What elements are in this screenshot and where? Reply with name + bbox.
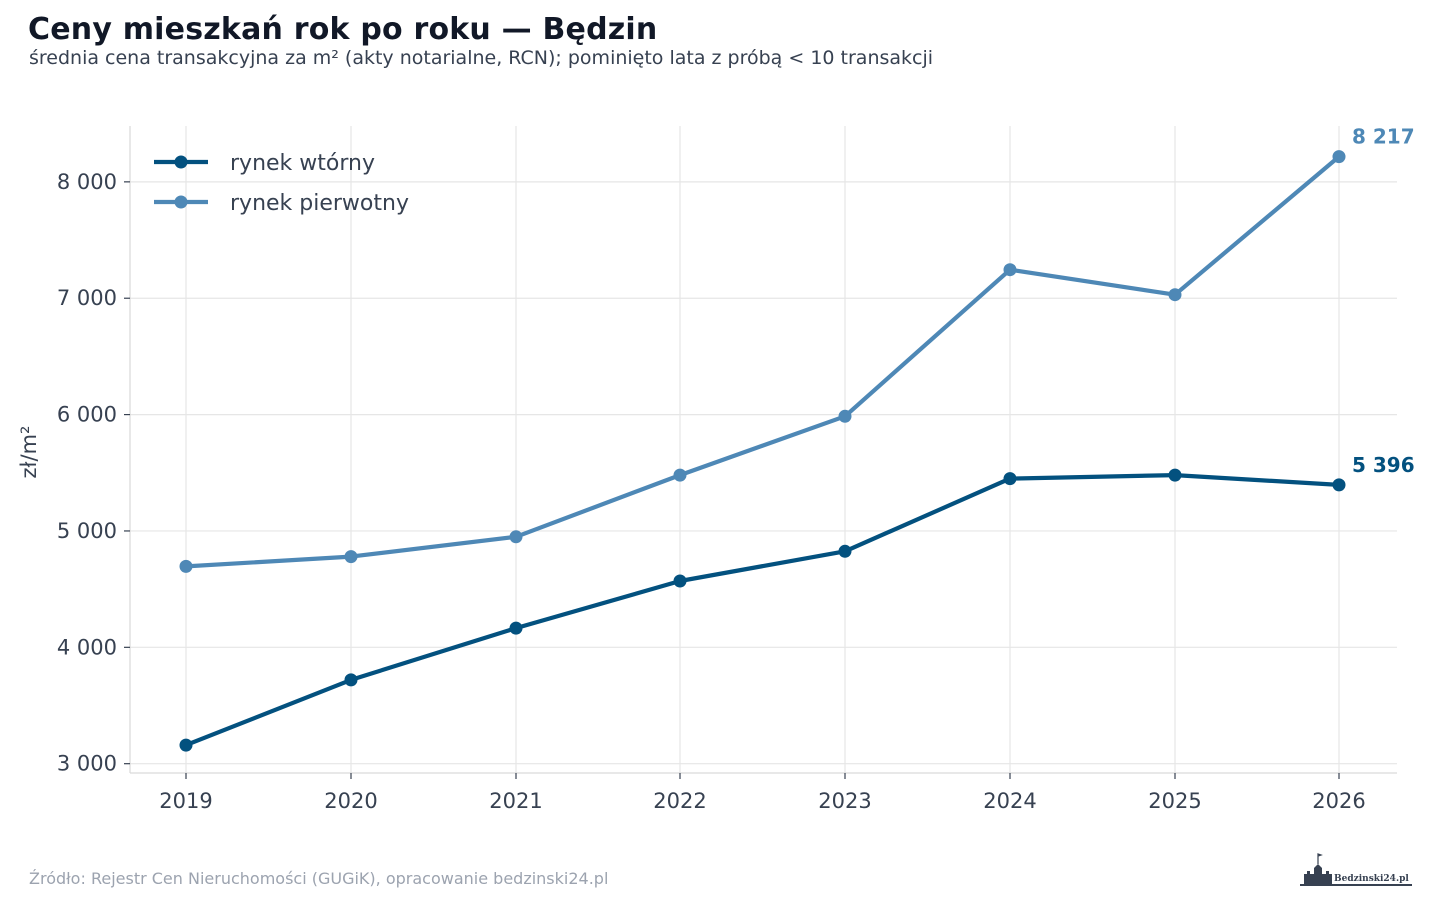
x-tick-label-2025: 2025 (1148, 789, 1201, 813)
x-tick-label-2023: 2023 (818, 789, 871, 813)
legend-item-rynek-pierwotny: rynek pierwotny (154, 191, 409, 216)
data-point-2020 (344, 550, 358, 564)
source-note: Źródło: Rejestr Cen Nieruchomości (GUGiK… (29, 869, 609, 888)
data-point-2019 (179, 738, 193, 752)
data-point-2021 (509, 621, 523, 635)
data-point-2024 (1003, 472, 1017, 486)
data-point-2022 (673, 574, 687, 588)
x-tick-label-2020: 2020 (324, 789, 377, 813)
data-point-2019 (179, 559, 193, 573)
castle-logo-icon: Bedzinski24.pl (1300, 853, 1412, 886)
legend-item-rynek-wtorny: rynek wtórny (154, 151, 375, 176)
y-tick-label-4000: 4 000 (57, 635, 117, 659)
chart-subtitle: średnia cena transakcyjna za m² (akty no… (29, 47, 934, 69)
data-point-2022 (673, 468, 687, 482)
legend-marker (174, 155, 188, 169)
y-axis-title: zł/m² (17, 426, 41, 479)
x-tick-label-2024: 2024 (983, 789, 1036, 813)
x-tick-label-2022: 2022 (653, 789, 706, 813)
series-rynek-wtorny: 5 396 (179, 453, 1415, 752)
series-line (183, 154, 1342, 569)
x-tick-label-2026: 2026 (1312, 789, 1365, 813)
data-point-2026 (1332, 478, 1346, 492)
legend-label: rynek pierwotny (230, 191, 409, 216)
data-point-2021 (509, 530, 523, 544)
svg-text:Bedzinski24.pl: Bedzinski24.pl (1334, 874, 1409, 884)
end-value-label: 8 217 (1352, 125, 1415, 149)
chart-title: Ceny mieszkań rok po roku — Będzin (28, 12, 658, 47)
series-line (183, 473, 1342, 748)
data-point-2023 (838, 544, 852, 558)
y-tick-label-8000: 8 000 (57, 170, 117, 194)
series-rynek-pierwotny: 8 217 (179, 125, 1415, 573)
data-point-2026 (1332, 150, 1346, 164)
x-tick-label-2021: 2021 (489, 789, 542, 813)
legend-label: rynek wtórny (230, 151, 375, 176)
x-tick-label-2019: 2019 (159, 789, 212, 813)
data-point-2025 (1168, 468, 1182, 482)
legend: rynek wtórny rynek pierwotny (154, 151, 409, 216)
data-point-2023 (838, 409, 852, 423)
y-tick-label-3000: 3 000 (57, 752, 117, 776)
y-tick-label-7000: 7 000 (57, 286, 117, 310)
data-point-2020 (344, 673, 358, 687)
grid-lines (130, 126, 1397, 773)
series-lines: 8 217 5 396 (179, 125, 1415, 752)
data-point-2025 (1168, 288, 1182, 302)
end-value-label: 5 396 (1352, 453, 1415, 477)
y-tick-label-6000: 6 000 (57, 403, 117, 427)
legend-marker (174, 195, 188, 209)
axes (124, 126, 1397, 779)
y-tick-label-5000: 5 000 (57, 519, 117, 543)
data-point-2024 (1003, 263, 1017, 277)
tick-labels: 3 000 4 000 5 000 6 000 7 000 8 000 2019 2020 20… (17, 170, 1366, 813)
